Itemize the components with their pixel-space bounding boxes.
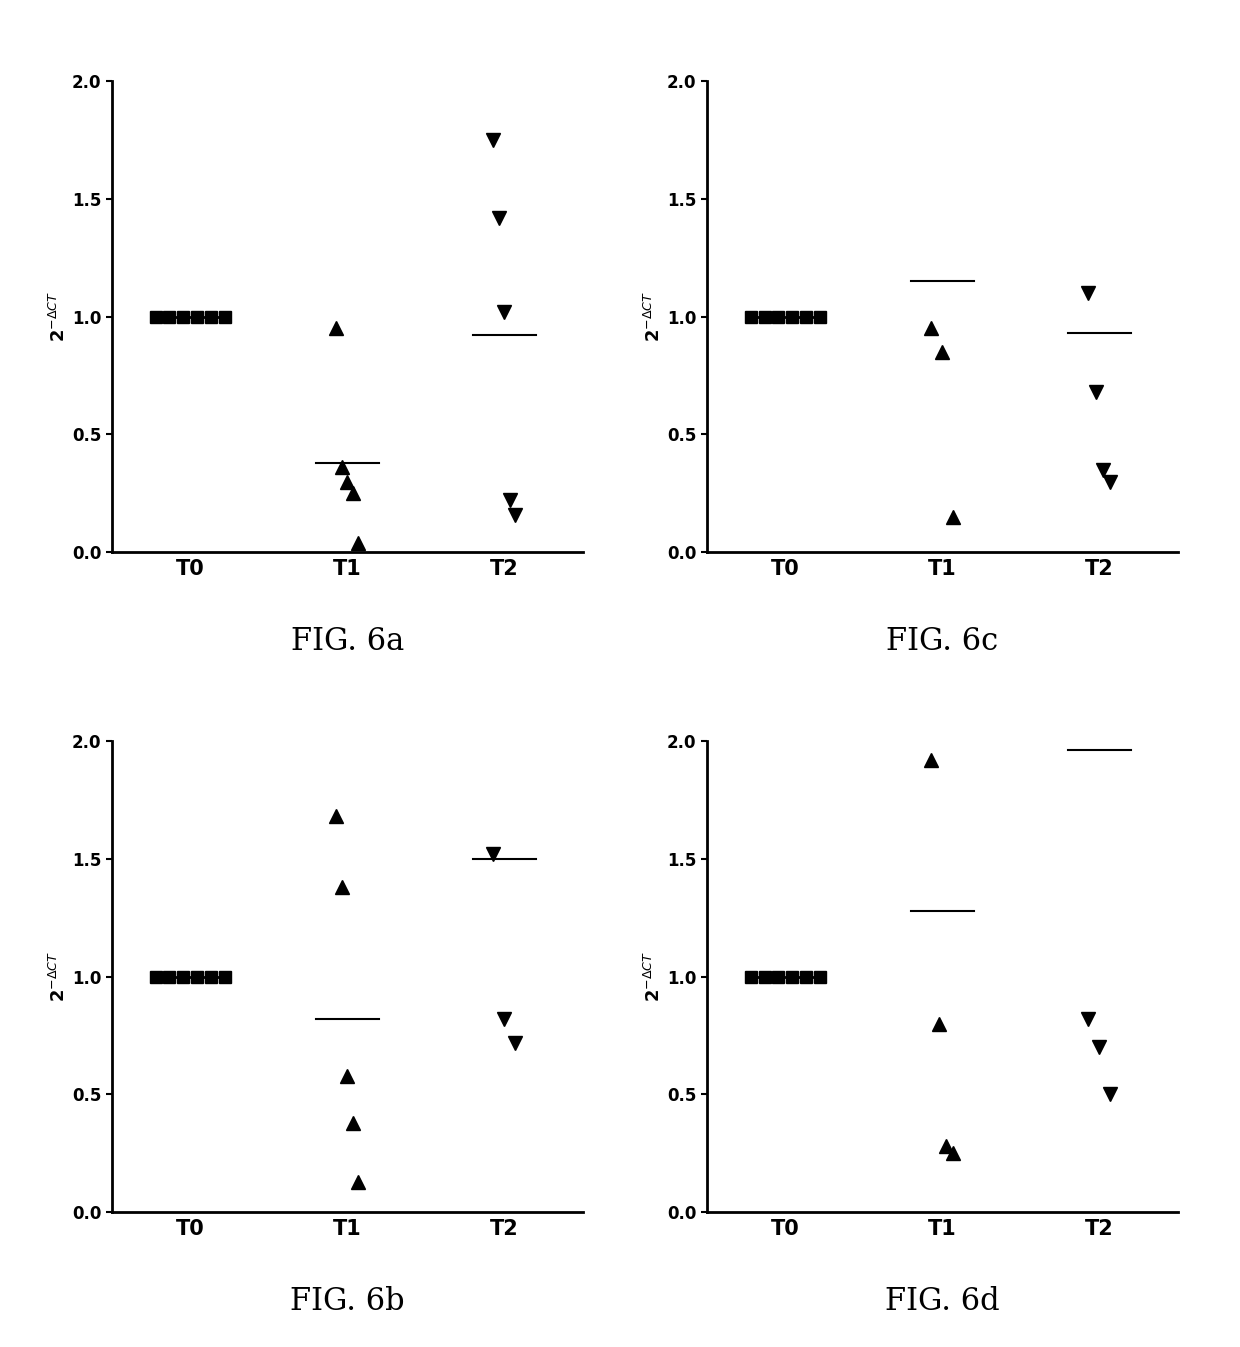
Text: FIG. 6c: FIG. 6c — [887, 626, 998, 657]
Text: FIG. 6b: FIG. 6b — [290, 1286, 404, 1317]
Y-axis label: 2$^{-\Delta CT}$: 2$^{-\Delta CT}$ — [644, 951, 665, 1002]
Text: FIG. 6a: FIG. 6a — [290, 626, 404, 657]
Text: FIG. 6d: FIG. 6d — [885, 1286, 999, 1317]
Y-axis label: 2$^{-\Delta CT}$: 2$^{-\Delta CT}$ — [644, 291, 665, 342]
Y-axis label: 2$^{-\Delta CT}$: 2$^{-\Delta CT}$ — [48, 291, 69, 342]
Y-axis label: 2$^{-\Delta CT}$: 2$^{-\Delta CT}$ — [48, 951, 69, 1002]
